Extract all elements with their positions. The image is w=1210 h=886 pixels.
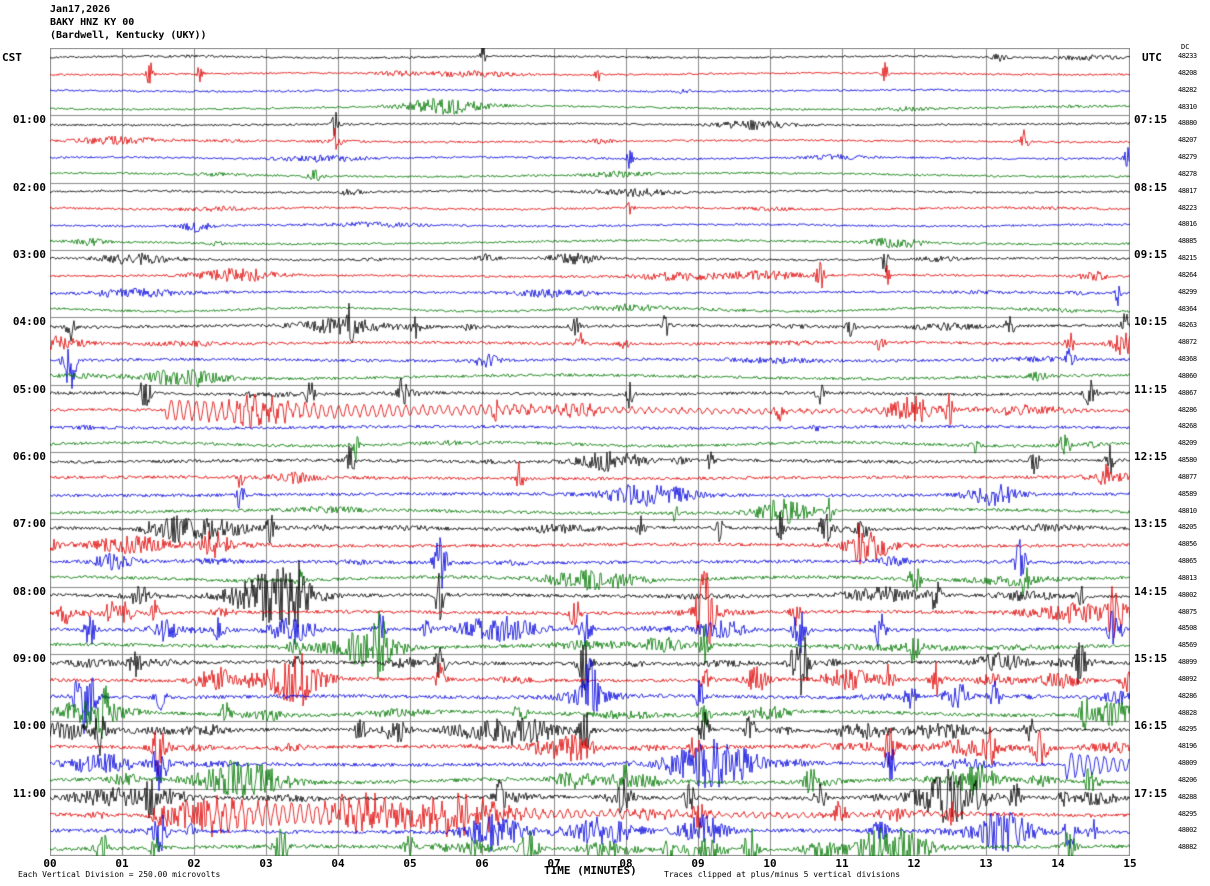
dc-offset-value: 48002	[1178, 826, 1197, 835]
utc-hour-label: 09:15	[1134, 248, 1168, 261]
utc-hour-label: 10:15	[1134, 315, 1168, 329]
minute-tick-label: 12	[907, 857, 921, 870]
cst-hour-label: 08:00	[12, 584, 46, 598]
dc-offset-value: 48010	[1178, 506, 1197, 515]
x-axis-title: TIME (MINUTES)	[544, 864, 637, 877]
dc-offset-value: 48080	[1178, 119, 1197, 128]
minute-tick-label: 02	[187, 857, 201, 870]
location-label: (Bardwell, Kentucky (UKY))	[50, 30, 207, 41]
minute-tick-label: 01	[115, 857, 129, 870]
dc-offset-value: 48017	[1178, 186, 1197, 195]
dc-offset-value: 48208	[1178, 68, 1197, 77]
dc-offset-value: 48368	[1178, 355, 1197, 363]
dc-offset-value: 48028	[1178, 708, 1197, 717]
right-axis-title: UTC	[1142, 51, 1162, 64]
dc-offset-value: 48075	[1178, 607, 1197, 616]
cst-hour-label: 07:00	[12, 517, 46, 531]
minute-tick-label: 00	[43, 857, 57, 870]
dc-offset-value: 48002	[1178, 590, 1197, 599]
plot-header: Jan17,2026 BAKY HNZ KY 00 (Bardwell, Ken…	[50, 3, 207, 42]
dc-offset-value: 48215	[1178, 254, 1197, 262]
cst-hour-label: 06:00	[12, 450, 46, 463]
minute-tick-label: 09	[691, 857, 705, 870]
dc-offset-value: 48580	[1178, 456, 1197, 464]
scale-note: Each Vertical Division = 250.00 microvol…	[18, 870, 221, 879]
dc-offset-value: 48286	[1178, 691, 1197, 700]
minute-tick-label: 08	[619, 857, 633, 870]
dc-offset-value: 48295	[1178, 725, 1197, 734]
dc-offset-value: 48013	[1178, 573, 1197, 582]
dc-offset-value: 48085	[1178, 237, 1197, 246]
dc-offset-value: 48569	[1178, 641, 1197, 650]
dc-offset-value: 48589	[1178, 489, 1197, 498]
dc-offset-value: 48264	[1178, 270, 1197, 279]
utc-hour-label: 15:15	[1134, 652, 1168, 665]
dc-offset-value: 48060	[1178, 371, 1197, 380]
utc-hour-label: 07:15	[1134, 113, 1168, 127]
dc-offset-value: 48092	[1178, 674, 1197, 683]
cst-hour-label: 09:00	[12, 652, 46, 665]
utc-hour-label: 17:15	[1134, 786, 1168, 800]
date-label: Jan17,2026	[50, 4, 111, 15]
cst-hour-label: 04:00	[12, 315, 46, 329]
dc-offset-value: 48223	[1178, 203, 1197, 212]
dc-offset-value: 48016	[1178, 220, 1197, 229]
left-axis-title: CST	[2, 51, 22, 64]
dc-offset-value: 48299	[1178, 287, 1197, 296]
dc-offset-value: 48077	[1178, 472, 1197, 481]
dc-offset-value: 48072	[1178, 338, 1197, 347]
minute-tick-label: 15	[1123, 857, 1137, 870]
dc-offset-value: 48009	[1178, 759, 1197, 767]
dc-offset-value: 48065	[1178, 557, 1197, 565]
dc-offset-value: 48196	[1178, 742, 1197, 751]
dc-offset-value: 48205	[1178, 523, 1197, 532]
dc-column-header: DC	[1181, 43, 1190, 51]
dc-offset-value: 48508	[1178, 624, 1197, 633]
utc-hour-label: 13:15	[1134, 517, 1168, 531]
minute-tick-label: 03	[259, 857, 273, 870]
dc-offset-value: 48278	[1178, 169, 1197, 178]
dc-offset-value: 48263	[1178, 321, 1197, 330]
dc-offset-value: 48206	[1178, 775, 1197, 784]
cst-hour-label: 10:00	[12, 719, 46, 733]
utc-hour-label: 14:15	[1134, 584, 1168, 598]
dc-offset-value: 48282	[1178, 85, 1197, 94]
dc-offset-value: 48310	[1178, 102, 1197, 111]
clip-note: Traces clipped at plus/minus 5 vertical …	[664, 870, 901, 879]
dc-offset-value: 48067	[1178, 388, 1197, 397]
seismogram-plot	[50, 48, 1130, 856]
dc-offset-value: 48288	[1178, 792, 1197, 801]
dc-offset-value: 48279	[1178, 153, 1197, 161]
utc-hour-label: 11:15	[1134, 382, 1168, 396]
minute-tick-label: 10	[763, 857, 777, 870]
dc-offset-value: 48286	[1178, 405, 1197, 414]
cst-hour-label: 11:00	[12, 786, 46, 800]
minute-tick-label: 13	[979, 857, 993, 870]
minute-tick-label: 07	[547, 857, 561, 870]
station-label: BAKY HNZ KY 00	[50, 17, 135, 28]
cst-hour-label: 02:00	[12, 180, 46, 194]
dc-offset-value: 48233	[1178, 52, 1197, 60]
dc-offset-value: 48268	[1178, 422, 1197, 431]
dc-offset-value: 48295	[1178, 809, 1197, 818]
dc-offset-value: 48082	[1178, 843, 1197, 852]
dc-offset-value: 48207	[1178, 136, 1197, 145]
minute-tick-label: 06	[475, 857, 489, 870]
dc-offset-value: 48056	[1178, 540, 1197, 549]
minute-tick-label: 04	[331, 857, 345, 870]
dc-offset-value: 48099	[1178, 658, 1197, 666]
dc-offset-value: 48364	[1178, 304, 1197, 313]
dc-offset-value: 48209	[1178, 439, 1197, 448]
minute-tick-label: 11	[835, 857, 849, 870]
minute-tick-label: 05	[403, 857, 417, 870]
utc-hour-label: 16:15	[1134, 719, 1168, 733]
cst-hour-label: 01:00	[12, 113, 46, 127]
cst-hour-label: 05:00	[12, 382, 46, 396]
utc-hour-label: 08:15	[1134, 180, 1168, 194]
utc-hour-label: 12:15	[1134, 450, 1168, 463]
cst-hour-label: 03:00	[12, 248, 46, 261]
minute-tick-label: 14	[1051, 857, 1065, 870]
